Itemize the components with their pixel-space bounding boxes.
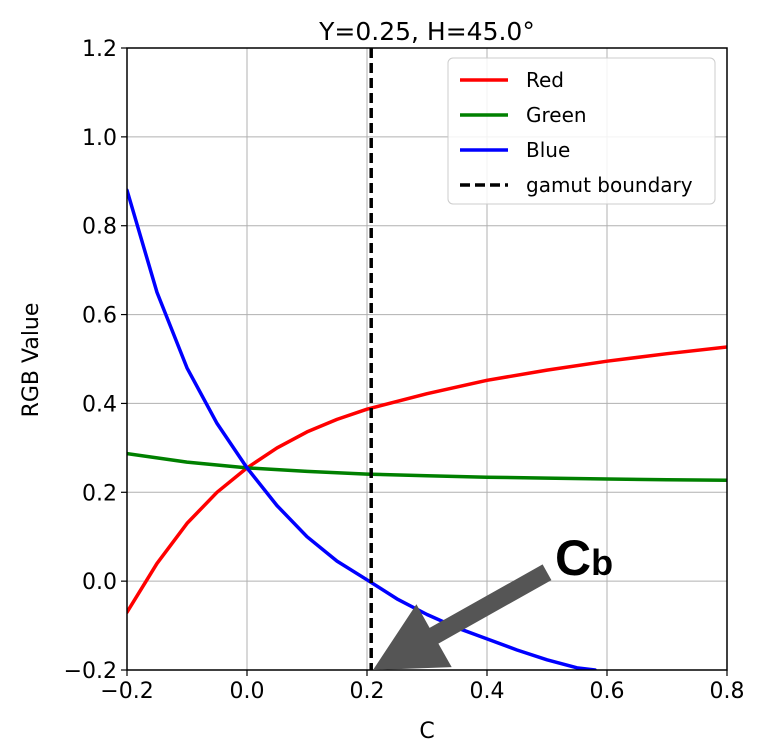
y-tick-label: 1.0 [82, 126, 117, 151]
legend-label: Blue [526, 138, 570, 162]
tick-labels: −0.2 0.0 0.2 0.4 0.6 0.8 −0.2 0.0 0.2 0.4 0.6 0.8 1.… [64, 37, 745, 704]
y-tick-label: −0.2 [64, 659, 117, 684]
series-line-green [127, 451, 727, 483]
annotation-arrow [373, 564, 552, 670]
legend: Red Green Blue gamut boundary [447, 57, 716, 205]
y-tick-label: 1.2 [82, 37, 117, 62]
y-tick-label: 0.6 [82, 304, 117, 329]
x-axis-label: C [419, 719, 434, 744]
svg-text:Cb: Cb [555, 530, 613, 586]
chart-title: Y=0.25, H=45.0° [318, 17, 535, 46]
y-axis-label: RGB Value [19, 303, 44, 418]
series-line-red [127, 345, 727, 614]
plot-frame [126, 47, 728, 671]
series-line-blue [127, 188, 597, 670]
y-tick-label: 0.2 [82, 481, 117, 506]
legend-label: gamut boundary [526, 173, 693, 197]
x-tick-label: −0.2 [100, 679, 153, 704]
legend-label: Red [526, 68, 564, 92]
annotation-label-main: C [555, 530, 591, 586]
annotation: Cb [373, 530, 613, 670]
legend-box [447, 57, 716, 205]
x-tick-label: 0.2 [350, 679, 385, 704]
annotation-label-sub: b [591, 542, 613, 583]
series-layer [127, 188, 727, 670]
y-tick-label: 0.8 [82, 215, 117, 240]
y-tick-label: 0.0 [82, 570, 117, 595]
y-tick-label: 0.4 [82, 392, 117, 417]
x-tick-label: 0.0 [230, 679, 265, 704]
x-tick-label: 0.8 [710, 679, 745, 704]
legend-label: Green [526, 103, 587, 127]
x-tick-label: 0.6 [590, 679, 625, 704]
ticks [121, 47, 728, 676]
x-tick-label: 0.4 [470, 679, 505, 704]
